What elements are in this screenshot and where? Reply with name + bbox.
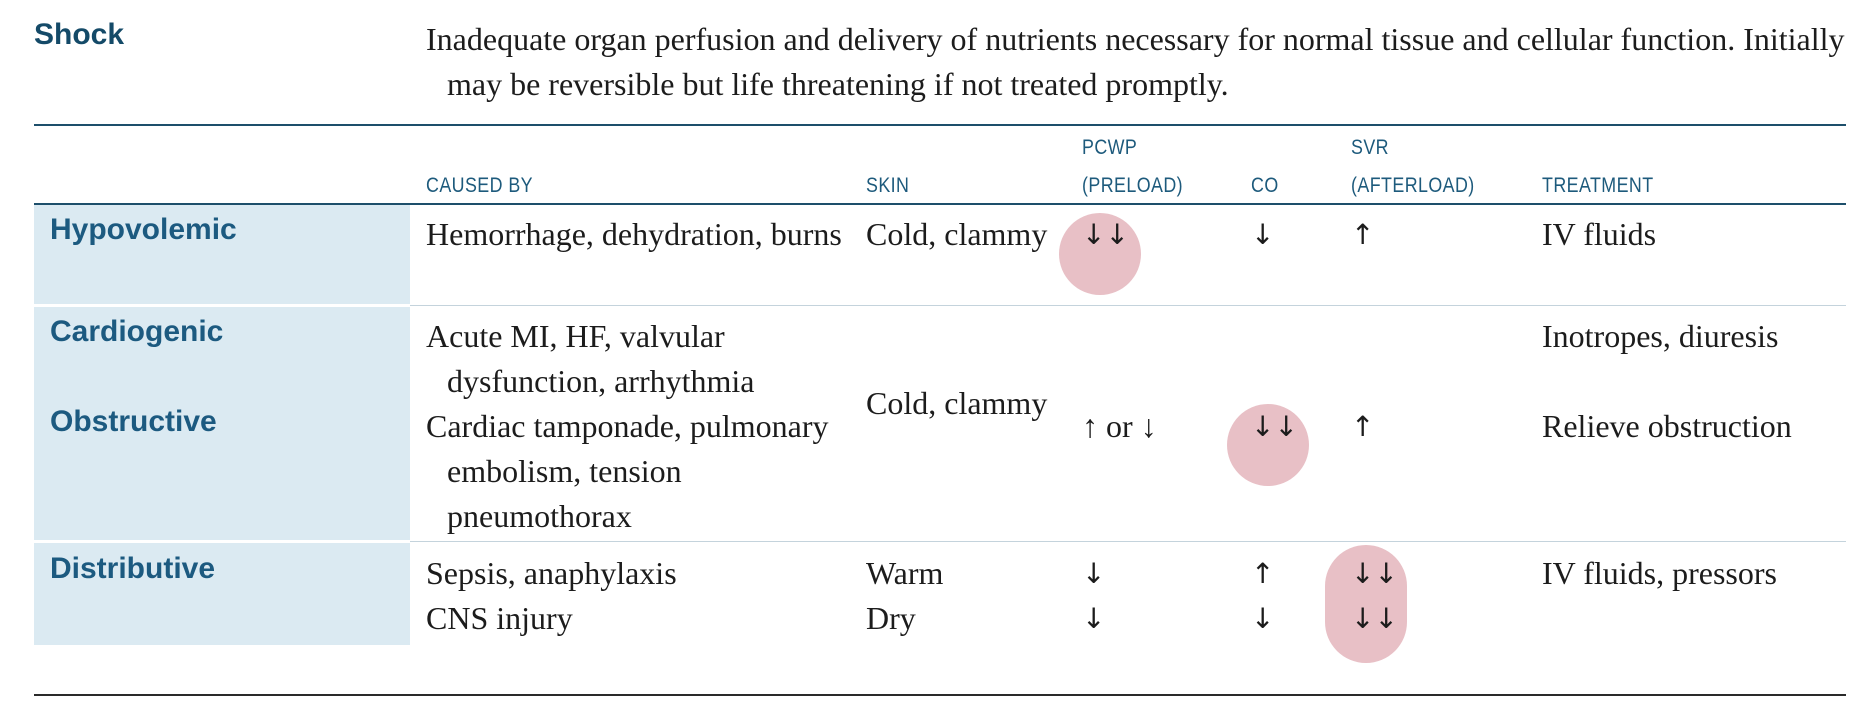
highlight-circle-co bbox=[1227, 404, 1309, 486]
column-header-pcwp-preload: (PRELOAD) bbox=[1082, 174, 1184, 197]
cell-caused-by-hypovolemic: Hemorrhage, dehydration, burns bbox=[426, 216, 842, 252]
cell-caused-by-obstructive: Cardiac tamponade, pulmonary embolism, t… bbox=[426, 408, 829, 534]
bottom-rule bbox=[34, 694, 1846, 696]
cell-pcwp-hypovolemic: ↓↓ bbox=[1082, 218, 1129, 251]
row-label-bg-cardio-obstructive bbox=[34, 307, 410, 540]
cell-caused-by-sepsis: Sepsis, anaphylaxis bbox=[426, 555, 677, 591]
column-header-svr: SVR bbox=[1351, 136, 1389, 159]
row-label-obstructive: Obstructive bbox=[50, 405, 217, 438]
cell-pcwp-cns: ↓ bbox=[1082, 602, 1106, 635]
column-header-co: CO bbox=[1251, 174, 1279, 197]
row-separator bbox=[410, 305, 1846, 306]
cell-treatment-distributive: IV fluids, pressors bbox=[1542, 555, 1777, 591]
column-header-svr-afterload: (AFTERLOAD) bbox=[1351, 174, 1475, 197]
row-separator bbox=[410, 541, 1846, 542]
cell-svr-cardio-obstructive: ↑ bbox=[1351, 410, 1375, 443]
cell-skin-cns: Dry bbox=[866, 600, 916, 636]
highlight-circle-pcwp bbox=[1059, 213, 1141, 295]
column-header-treatment: TREATMENT bbox=[1542, 174, 1654, 197]
cell-skin-cardio-obstructive: Cold, clammy bbox=[866, 385, 1048, 421]
cell-caused-by-cns: CNS injury bbox=[426, 600, 573, 636]
row-label-bg-hypovolemic bbox=[34, 205, 410, 304]
column-header-pcwp: PCWP bbox=[1082, 136, 1138, 159]
column-header-caused-by: CAUSED BY bbox=[426, 174, 533, 197]
cell-treatment-cardiogenic: Inotropes, diuresis bbox=[1542, 318, 1779, 354]
top-rule bbox=[34, 124, 1846, 126]
cell-svr-hypovolemic: ↑ bbox=[1351, 218, 1375, 251]
row-label-hypovolemic: Hypovolemic bbox=[50, 213, 237, 246]
column-header-skin: SKIN bbox=[866, 174, 910, 197]
cell-skin-hypovolemic: Cold, clammy bbox=[866, 216, 1048, 252]
row-label-bg-distributive bbox=[34, 543, 410, 645]
cell-treatment-hypovolemic: IV fluids bbox=[1542, 216, 1657, 252]
row-label-distributive: Distributive bbox=[50, 552, 216, 585]
highlight-circle-svr bbox=[1325, 545, 1407, 663]
definition-text: Inadequate organ perfusion and delivery … bbox=[426, 21, 1845, 102]
page-title: Shock bbox=[34, 18, 125, 51]
cell-co-cardio-obstructive: ↓↓ bbox=[1251, 410, 1298, 443]
cell-pcwp-cardio-obstructive: ↑ or ↓ bbox=[1082, 408, 1157, 444]
header-rule bbox=[34, 203, 1846, 205]
cell-caused-by-cardiogenic: Acute MI, HF, valvular dysfunction, arrh… bbox=[426, 318, 755, 399]
cell-co-cns: ↓ bbox=[1251, 602, 1275, 635]
cell-pcwp-sepsis: ↓ bbox=[1082, 557, 1106, 590]
cell-co-sepsis: ↑ bbox=[1251, 557, 1275, 590]
cell-treatment-obstructive: Relieve obstruction bbox=[1542, 408, 1792, 444]
cell-svr-cns: ↓↓ bbox=[1351, 602, 1398, 635]
cell-svr-sepsis: ↓↓ bbox=[1351, 557, 1398, 590]
cell-skin-sepsis: Warm bbox=[866, 555, 944, 591]
row-label-cardiogenic: Cardiogenic bbox=[50, 315, 224, 348]
cell-co-hypovolemic: ↓ bbox=[1251, 218, 1275, 251]
